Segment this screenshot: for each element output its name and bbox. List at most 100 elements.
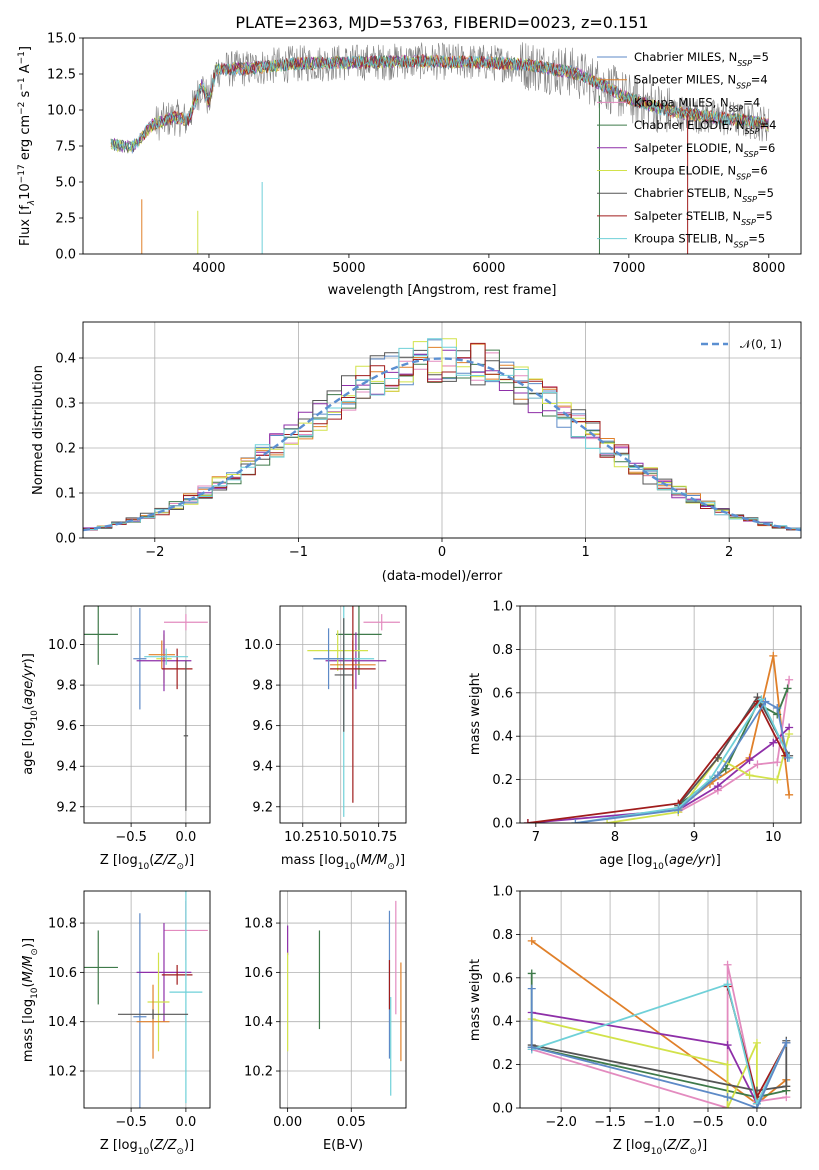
- y-tick-label: 0.2: [492, 1058, 513, 1073]
- grid: [84, 606, 210, 823]
- axes-frame: [83, 605, 211, 824]
- weight-point: [713, 782, 722, 791]
- y-tick-label: 0.8: [492, 928, 513, 943]
- x-axis-label: age [log10(age/yr)]: [599, 853, 721, 872]
- x-axis-label: wavelength [Angstrom, rest frame]: [328, 283, 557, 298]
- y-tick-label: 0.0: [55, 248, 76, 263]
- x-tick-label: 7: [532, 830, 540, 845]
- legend-entry: Kroupa MILES, NSSP=4: [634, 95, 760, 113]
- x-tick-label: 0.0: [176, 830, 197, 845]
- legend-entry: Salpeter STELIB, NSSP=5: [634, 209, 773, 227]
- y-tick-label: 0.2: [55, 442, 76, 457]
- weight-point: [723, 1041, 732, 1050]
- x-tick-label: 0.0: [176, 1115, 197, 1130]
- x-tick-label: 10: [765, 830, 782, 845]
- x-axis-label: Z [log10(Z/Z⊙)]: [613, 1138, 707, 1157]
- weight-point: [713, 753, 722, 762]
- weight-point: [527, 936, 536, 945]
- x-axis-label: Z [log10(Z/Z⊙)]: [100, 1138, 194, 1157]
- x-tick-label: −1.0: [643, 1115, 675, 1130]
- weight-point: [773, 775, 782, 784]
- weight-point: [769, 651, 778, 660]
- y-tick-label: 10.2: [244, 1065, 273, 1080]
- weight-point: [785, 730, 794, 739]
- legend-entry: Salpeter MILES, NSSP=4: [634, 73, 768, 91]
- weight-point: [674, 805, 683, 814]
- weight-point: [571, 819, 580, 823]
- weight-point: [723, 1060, 732, 1069]
- y-tick-label: 0.0: [492, 1102, 513, 1117]
- gaussian-curve: [83, 357, 801, 532]
- y-tick-label: 2.5: [55, 212, 76, 227]
- weight-point: [523, 819, 532, 823]
- y-tick-label: 10.6: [244, 966, 273, 981]
- y-tick-label: 1.0: [492, 885, 513, 900]
- weight-point: [527, 984, 536, 993]
- y-tick-label: 0.4: [492, 730, 513, 745]
- x-tick-label: 0.00: [273, 1115, 302, 1130]
- y-tick-label: 0.3: [55, 397, 76, 412]
- x-tick-label: 1: [581, 545, 589, 560]
- legend-entry: Chabrier ELODIE, NSSP=4: [634, 118, 776, 136]
- plot-area: [527, 936, 791, 1108]
- x-tick-label: −1.5: [594, 1115, 626, 1130]
- y-tick-label: 10.0: [47, 104, 76, 119]
- axes-frame: [519, 890, 802, 1109]
- x-tick-label: −2.0: [545, 1115, 577, 1130]
- weight-point: [603, 819, 612, 823]
- weight-line: [527, 700, 787, 823]
- y-tick-label: 0.8: [492, 643, 513, 658]
- x-axis-label: (data-model)/error: [382, 569, 503, 584]
- y-tick-label: 0.6: [492, 686, 513, 701]
- legend-entry: Kroupa ELODIE, NSSP=6: [634, 164, 768, 182]
- x-axis-label: Z [log10(Z/Z⊙)]: [100, 853, 194, 872]
- model-spectrum: [110, 55, 769, 152]
- weight-point: [761, 697, 770, 706]
- weight-point: [723, 1104, 732, 1108]
- residual-histogram: [83, 338, 801, 538]
- spectrum-title: PLATE=2363, MJD=53763, FIBERID=0023, z=0…: [235, 13, 648, 32]
- axes-mass-vs-EBV: 0.00 0.05 10.2 10.4 10.6 10.8 E(B-V): [244, 890, 407, 1153]
- x-tick-label: 10.25: [284, 830, 321, 845]
- weight-point: [752, 1104, 761, 1108]
- y-axis-label: mass weight: [468, 673, 483, 755]
- y-axis-label: mass [log10(M/M⊙)]: [21, 938, 40, 1062]
- weight-point: [713, 771, 722, 780]
- axes-frame: [279, 890, 407, 1109]
- legend-entry: Kroupa STELIB, NSSP=5: [634, 232, 765, 250]
- spectrum-legend: Chabrier MILES, NSSP=5 Salpeter MILES, NS…: [597, 50, 776, 249]
- axes-residuals: −2 −1 0 1 2 0.0 0.1 0.2 0.3 0.4 (data-model)/error…: [31, 321, 802, 584]
- y-tick-label: 9.6: [56, 719, 77, 734]
- x-tick-label: −0.5: [115, 830, 147, 845]
- y-tick-label: 1.0: [492, 600, 513, 615]
- x-tick-label: 5000: [332, 261, 365, 276]
- axes-frame: [279, 605, 407, 824]
- axes-weight-vs-Z: −2.0 −1.5 −1.0 −0.5 0.0 0.0 0.2 0.4 0.6 0.8 1.0 Z […: [468, 885, 802, 1157]
- weight-point: [527, 1043, 536, 1052]
- weight-point: [773, 703, 782, 712]
- legend-entry: 𝒩(0, 1): [740, 337, 782, 351]
- y-tick-label: 9.2: [252, 800, 273, 815]
- plot-area: [83, 338, 801, 538]
- weight-point: [745, 756, 754, 765]
- grid: [280, 606, 406, 823]
- y-tick-label: 5.0: [55, 176, 76, 191]
- plot-area: [307, 606, 400, 817]
- weight-point: [745, 771, 754, 780]
- x-tick-label: −0.5: [692, 1115, 724, 1130]
- y-tick-label: 10.8: [244, 917, 273, 932]
- x-tick-label: 2: [725, 545, 733, 560]
- x-tick-label: −0.5: [115, 1115, 147, 1130]
- x-tick-label: 9: [690, 830, 698, 845]
- legend-entry: Salpeter ELODIE, NSSP=6: [634, 141, 775, 159]
- y-tick-label: 0.4: [55, 352, 76, 367]
- y-tick-label: 10.0: [48, 638, 77, 653]
- x-tick-label: 10.75: [360, 830, 397, 845]
- axes-frame: [83, 890, 211, 1109]
- axes-frame: [82, 321, 802, 539]
- x-axis-label: E(B-V): [323, 1138, 363, 1153]
- y-tick-label: 0.2: [492, 773, 513, 788]
- weight-line: [531, 1040, 788, 1092]
- x-tick-label: −1: [289, 545, 308, 560]
- weight-line: [531, 1018, 758, 1108]
